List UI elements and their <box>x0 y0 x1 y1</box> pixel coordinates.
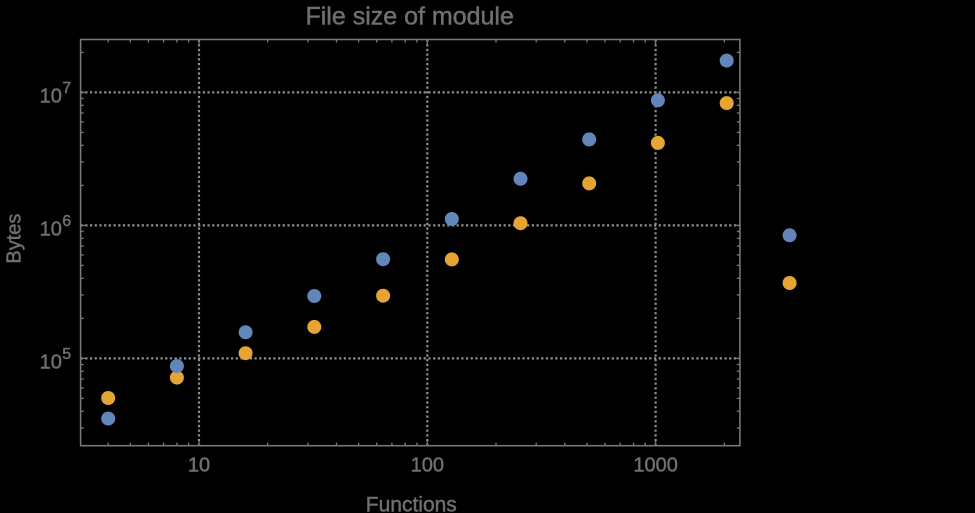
svg-text:7: 7 <box>62 80 71 97</box>
svg-text:6: 6 <box>62 213 71 230</box>
svg-text:5: 5 <box>62 346 71 363</box>
svg-text:10: 10 <box>188 454 210 476</box>
svg-text:File size of module: File size of module <box>305 2 513 30</box>
svg-text:10: 10 <box>40 352 62 374</box>
svg-text:Bytes: Bytes <box>4 214 26 264</box>
svg-text:10: 10 <box>40 219 62 241</box>
svg-text:Functions: Functions <box>366 494 457 513</box>
svg-text:100: 100 <box>411 454 444 476</box>
svg-text:10: 10 <box>40 86 62 108</box>
svg-text:1000: 1000 <box>633 454 678 476</box>
